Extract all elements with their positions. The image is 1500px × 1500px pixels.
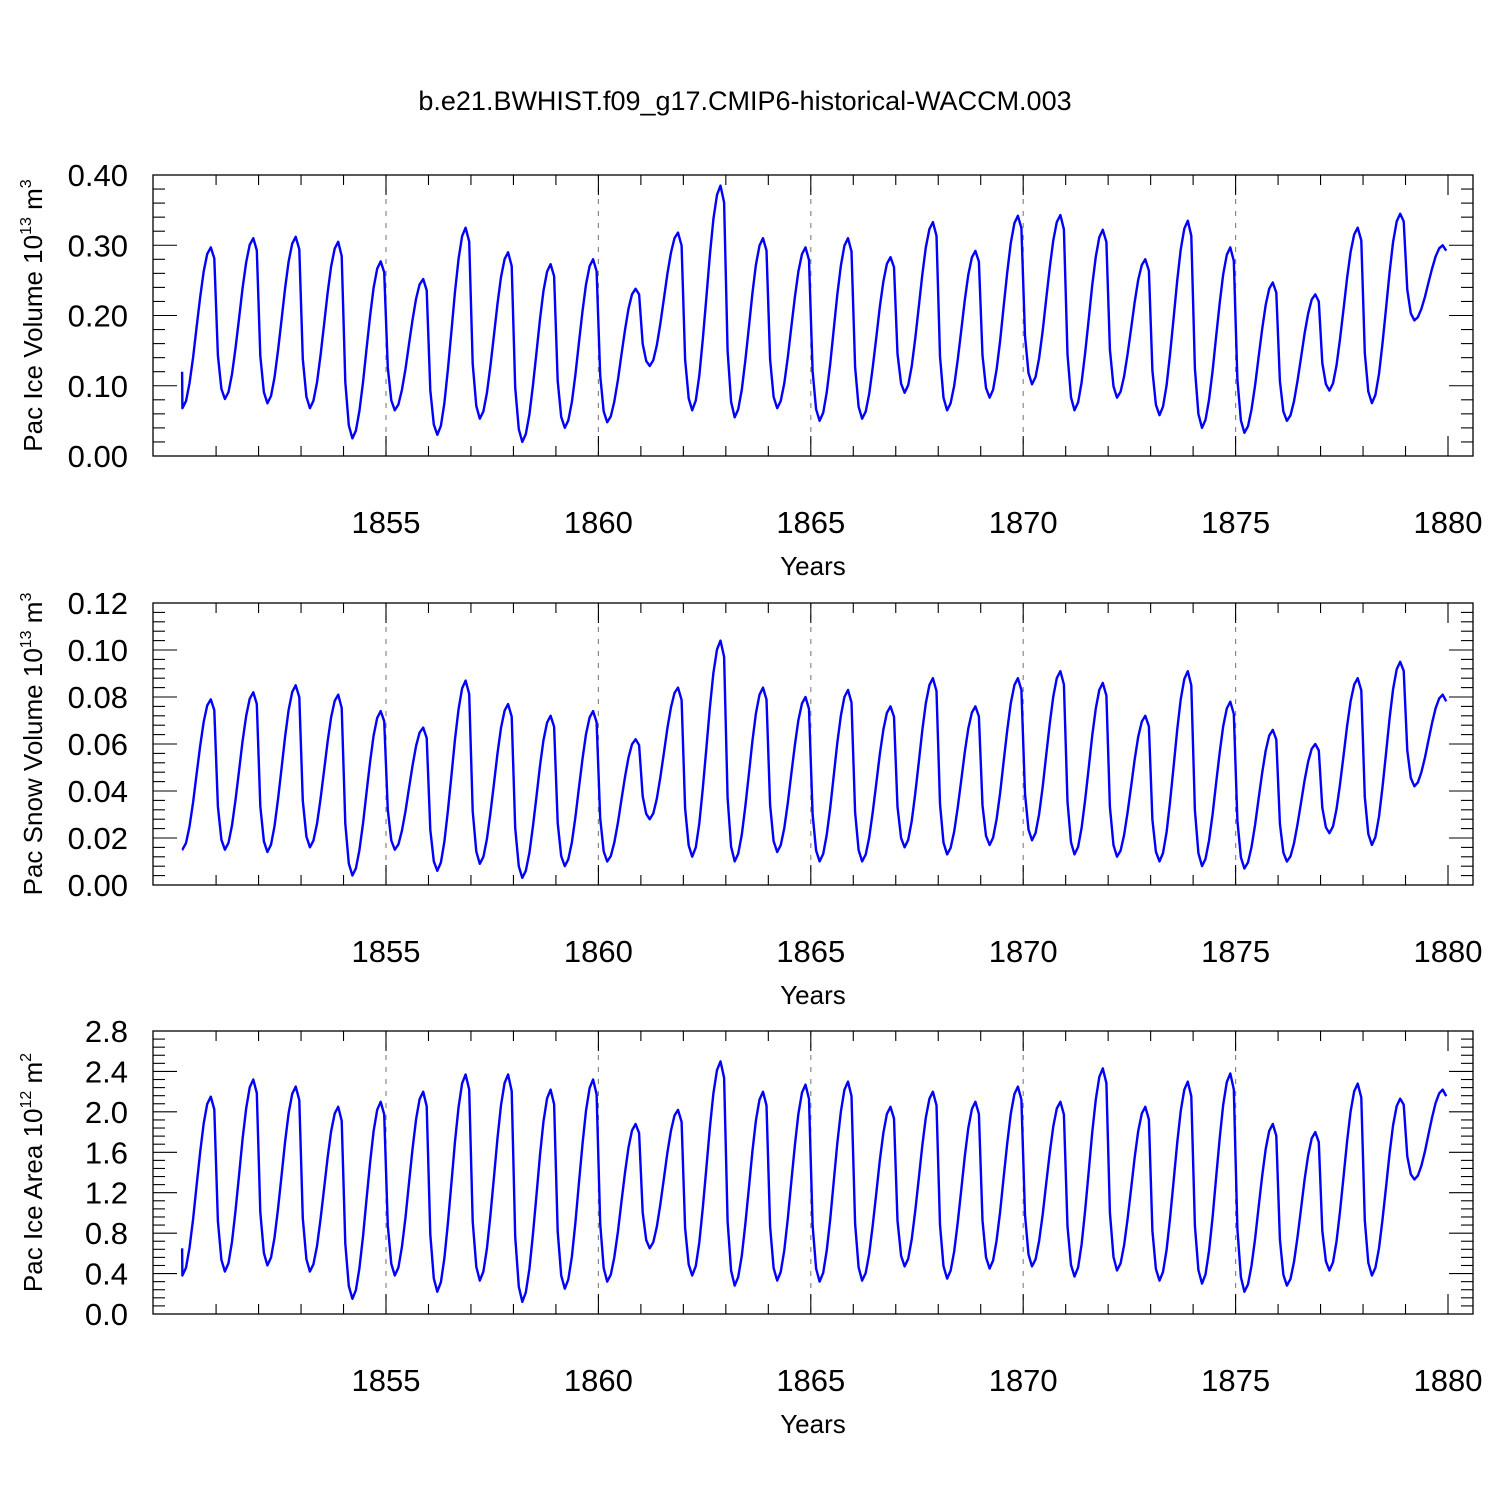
- x-tick-label-1860: 1860: [564, 934, 633, 969]
- y-axis-title-exp: 12: [18, 1091, 35, 1109]
- y-axis-title-unit-exp: 2: [18, 1053, 35, 1062]
- y-tick-label: 0.10: [68, 369, 128, 404]
- x-tick-label-1860: 1860: [564, 1363, 633, 1398]
- figure-title: b.e21.BWHIST.f09_g17.CMIP6-historical-WA…: [418, 86, 1071, 116]
- x-tick-label-1875: 1875: [1201, 934, 1270, 969]
- x-tick-label-1870: 1870: [989, 934, 1058, 969]
- y-axis-title-unit: m: [18, 188, 48, 217]
- panel-2: 1855 1860 1865 1870 1875 1880 Years 0.00 0.02 0.0…: [18, 586, 1482, 1010]
- y-axis-title-main: Pac Snow Volume 10: [18, 648, 48, 895]
- y-axis-title: Pac Ice Area 1012 m2: [18, 1053, 48, 1292]
- x-axis-title: Years: [780, 551, 846, 581]
- x-axis-title: Years: [780, 1409, 846, 1439]
- x-tick-label-1865: 1865: [776, 934, 845, 969]
- y-axis-title-exp: 13: [18, 217, 35, 235]
- y-tick-label: 0.04: [68, 774, 128, 809]
- y-tick-label: 0.20: [68, 299, 128, 334]
- x-axis-title: Years: [780, 980, 846, 1010]
- y-axis-title-unit: m: [18, 602, 48, 631]
- x-tick-label-1870: 1870: [989, 505, 1058, 540]
- panel-1: 1855 1860 1865 1870 1875 1880 Years 0.00 0.10 0.2…: [18, 158, 1482, 581]
- y-axis-title: Pac Ice Volume 1013 m3: [18, 179, 48, 452]
- y-tick-label: 0.06: [68, 727, 128, 762]
- y-tick-label: 0.4: [85, 1257, 128, 1292]
- y-tick-label: 2.4: [85, 1054, 128, 1089]
- y-axis-title-main: Pac Ice Volume 10: [18, 235, 48, 452]
- y-tick-label: 0.8: [85, 1216, 128, 1251]
- y-tick-label: 2.0: [85, 1095, 128, 1130]
- x-tick-label-1880: 1880: [1414, 934, 1483, 969]
- y-axis-title-unit: m: [18, 1062, 48, 1091]
- x-tick-label-1875: 1875: [1201, 1363, 1270, 1398]
- y-tick-label: 0.08: [68, 680, 128, 715]
- y-tick-label: 0.10: [68, 633, 128, 668]
- series-line: [180, 184, 1448, 444]
- y-tick-label: 0.0: [85, 1297, 128, 1332]
- x-tick-label-1875: 1875: [1201, 505, 1270, 540]
- y-axis-title-unit-exp: 3: [18, 179, 35, 188]
- plot-frame: [152, 602, 1474, 886]
- x-tick-label-1865: 1865: [776, 1363, 845, 1398]
- y-axis-title-unit-exp: 3: [18, 593, 35, 602]
- x-tick-label-1870: 1870: [989, 1363, 1058, 1398]
- x-tick-label-1860: 1860: [564, 505, 633, 540]
- y-tick-label: 0.00: [68, 868, 128, 903]
- x-tick-label-1855: 1855: [352, 1363, 421, 1398]
- y-tick-label: 0.30: [68, 228, 128, 263]
- y-tick-label: 0.02: [68, 821, 128, 856]
- x-tick-label-1865: 1865: [776, 505, 845, 540]
- panel-3: 1855 1860 1865 1870 1875 1880 Years 0.0 0.4 0.8 1.…: [18, 1014, 1482, 1439]
- x-tick-label-1880: 1880: [1414, 1363, 1483, 1398]
- plot-frame: [152, 174, 1474, 457]
- y-axis-title-exp: 13: [18, 630, 35, 648]
- series-line: [181, 639, 1448, 880]
- y-tick-label: 1.2: [85, 1176, 128, 1211]
- x-tick-label-1855: 1855: [352, 505, 421, 540]
- y-tick-label: 1.6: [85, 1135, 128, 1170]
- y-tick-label: 0.12: [68, 586, 128, 621]
- y-tick-label: 2.8: [85, 1014, 128, 1049]
- x-tick-label-1855: 1855: [352, 934, 421, 969]
- x-tick-label-1880: 1880: [1414, 505, 1483, 540]
- y-axis-title-main: Pac Ice Area 10: [18, 1109, 48, 1293]
- y-tick-label: 0.00: [68, 439, 128, 474]
- series-line: [180, 1060, 1448, 1303]
- plot-frame: [152, 1030, 1474, 1315]
- y-axis-title: Pac Snow Volume 1013 m3: [18, 593, 48, 896]
- y-tick-label: 0.40: [68, 158, 128, 193]
